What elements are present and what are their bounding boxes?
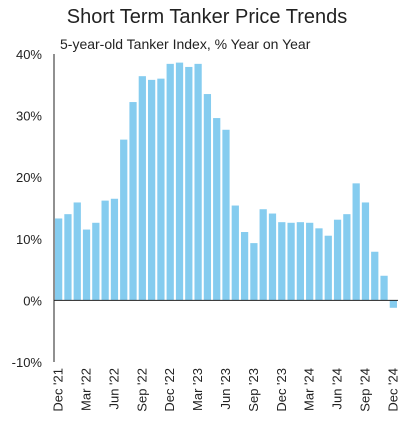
y-tick-label: 0% [23, 293, 42, 308]
x-tick-label: Sep '23 [246, 368, 261, 412]
bar [157, 78, 165, 301]
x-tick-label: Dec '24 [385, 368, 400, 412]
x-tick-label: Sep '24 [357, 368, 372, 412]
x-tick-label: Sep '22 [134, 368, 149, 412]
x-tick-label: Dec '21 [51, 368, 66, 412]
bar [306, 222, 314, 301]
bar [138, 76, 146, 301]
x-tick-label: Dec '22 [162, 368, 177, 412]
bar [213, 118, 221, 301]
bar [222, 129, 230, 301]
y-tick-label: 20% [16, 170, 42, 185]
bar [371, 251, 379, 301]
bar [352, 183, 360, 301]
y-tick-label: 10% [16, 232, 42, 247]
x-tick-label: Mar '23 [190, 368, 205, 411]
x-tick-label: Jun '24 [330, 368, 345, 410]
bar [333, 219, 342, 301]
bar [64, 214, 72, 301]
bars-group [55, 62, 397, 308]
bar [315, 228, 323, 301]
bar [185, 66, 193, 301]
bar [203, 94, 212, 301]
bar [82, 229, 91, 301]
y-tick-label: 30% [16, 109, 42, 124]
bar [278, 222, 286, 301]
bar [120, 139, 128, 301]
bar [110, 198, 119, 301]
bar [92, 222, 100, 301]
bar [259, 209, 267, 301]
x-tick-label: Dec '23 [274, 368, 289, 412]
bar [287, 222, 295, 301]
bar [250, 243, 258, 301]
y-tick-label: -10% [12, 355, 43, 370]
bar [389, 300, 397, 308]
x-tick-label: Mar '24 [302, 368, 317, 411]
bar [268, 213, 277, 301]
x-tick-labels: Dec '21 Mar '22 Jun '22 Sep '22 Dec '22 Mar '… [51, 368, 401, 412]
bar [361, 202, 370, 301]
bar [129, 102, 137, 301]
bar [343, 214, 351, 301]
bar [296, 222, 304, 301]
x-tick-label: Mar '22 [79, 368, 94, 411]
bar [55, 218, 63, 301]
bar [73, 202, 81, 301]
x-tick-label: Jun '22 [106, 368, 121, 410]
bar [231, 205, 239, 301]
bar [240, 232, 249, 301]
y-tick-labels: -10% 0% 10% 20% 30% 40% [12, 47, 43, 370]
bar [166, 63, 174, 301]
x-tick-label: Jun '23 [218, 368, 233, 410]
y-tick-label: 40% [16, 47, 42, 62]
chart-subtitle: 5-year-old Tanker Index, % Year on Year [60, 36, 311, 52]
bar [324, 235, 332, 301]
bar [380, 275, 388, 301]
bar [194, 63, 202, 301]
bar [175, 62, 184, 301]
bar [148, 79, 156, 301]
bar [101, 200, 109, 301]
chart-title: Short Term Tanker Price Trends [66, 6, 348, 28]
